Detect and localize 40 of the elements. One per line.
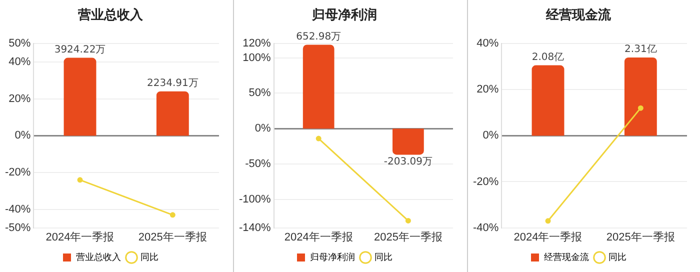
x-tick-label: 2024年一季报 <box>46 230 114 244</box>
y-tick-label: -140% <box>239 222 272 234</box>
data-label: 652.98万 <box>296 31 342 42</box>
y-tick-label: -50% <box>4 222 31 234</box>
y-tick-label: 40% <box>8 56 31 68</box>
y-tick-label: 0% <box>254 122 272 135</box>
y-tick-label: -40% <box>472 222 499 234</box>
chart-title: 营业总收入 <box>77 7 144 24</box>
x-tick-label: 2025年一季报 <box>606 230 675 244</box>
data-label: 2234.91万 <box>146 78 198 89</box>
legend-label: 归母净利润 <box>310 252 355 263</box>
y-tick-label: 0% <box>14 130 31 142</box>
legend-label: 经营现金流 <box>544 252 589 263</box>
legend-label: 同比 <box>374 252 392 263</box>
x-tick-label: 2024年一季报 <box>284 230 353 244</box>
x-tick-label: 2025年一季报 <box>138 230 207 244</box>
y-tick-label: -20% <box>472 176 499 188</box>
y-tick-label: -40% <box>4 203 31 216</box>
x-tick-label: 2025年一季报 <box>374 230 442 244</box>
legend-label: 营业总收入 <box>76 252 121 263</box>
chart-title: 归母净利润 <box>311 7 377 24</box>
y-tick-label: 120% <box>242 38 272 50</box>
y-tick-label: 50% <box>8 38 31 50</box>
data-label: 2.31亿 <box>624 44 657 56</box>
x-tick-label: 2024年一季报 <box>514 230 582 244</box>
y-tick-label: -100% <box>239 193 272 206</box>
data-label: 2.08亿 <box>532 52 564 63</box>
y-tick-label: 40% <box>476 38 499 50</box>
data-label: 3924.22万 <box>54 44 106 56</box>
y-tick-label: 0% <box>482 130 499 142</box>
chart-title: 经营现金流 <box>545 7 612 24</box>
data-label: -203.09万 <box>384 156 433 168</box>
y-tick-label: 50% <box>248 87 271 100</box>
y-tick-label: -50% <box>245 158 272 170</box>
legend-label: 同比 <box>608 252 626 263</box>
y-tick-label: -20% <box>4 166 31 179</box>
y-tick-label: 20% <box>8 92 31 105</box>
legend-label: 同比 <box>140 252 158 263</box>
y-tick-label: 100% <box>242 52 272 64</box>
y-tick-label: 20% <box>476 84 499 96</box>
